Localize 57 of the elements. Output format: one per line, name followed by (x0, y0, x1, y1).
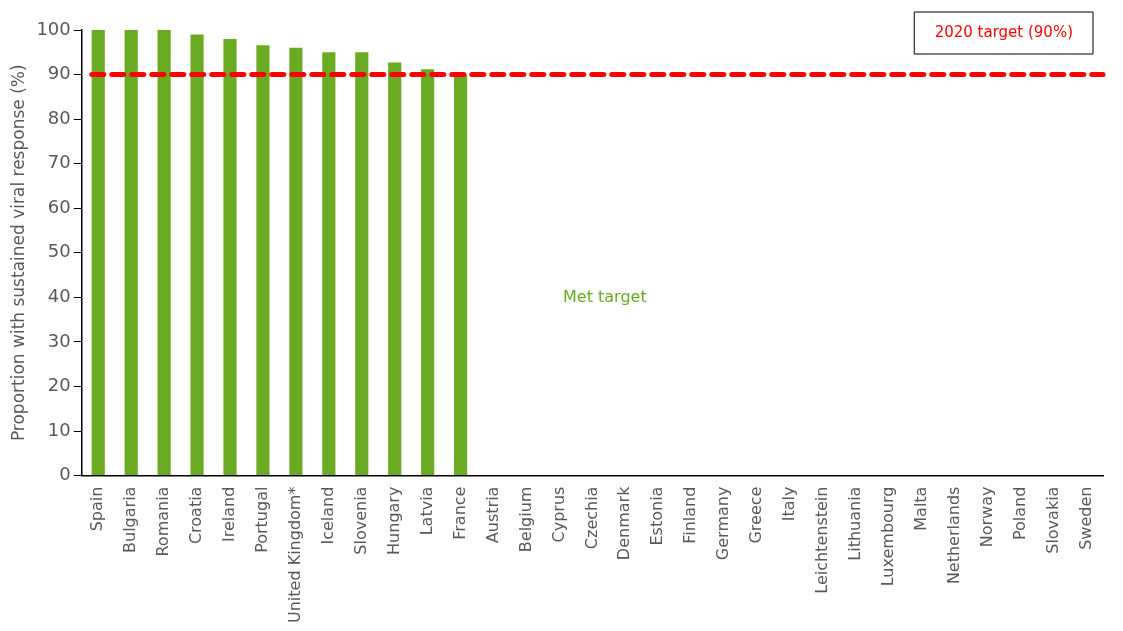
x-tick-label: Latvia (416, 486, 436, 536)
bar (91, 30, 105, 476)
bar (454, 74, 468, 476)
annotation: Met target (563, 286, 647, 306)
y-tick-label: 20 (47, 374, 71, 396)
x-tick-label: Germany (713, 486, 733, 561)
y-tick-label: 60 (47, 195, 71, 217)
x-tick-label: Slovakia (1042, 486, 1062, 554)
bar (289, 47, 303, 476)
x-tick-label: Malta (910, 486, 930, 531)
x-tick-label: Sweden (1075, 486, 1095, 550)
x-tick-label: Estonia (647, 486, 667, 546)
bar (355, 52, 369, 476)
bar (190, 34, 204, 476)
y-tick-label: 10 (47, 418, 71, 440)
x-tick-label: Spain (87, 486, 107, 532)
x-tick-label: Poland (1009, 486, 1029, 540)
x-tick-label: Ireland (219, 486, 239, 542)
x-tick-label: Slovenia (350, 486, 370, 555)
x-tick-label: Denmark (614, 485, 634, 561)
bar (223, 38, 237, 476)
bar (388, 62, 402, 476)
bar (421, 69, 435, 476)
x-tick-label: France (449, 486, 469, 540)
x-tick-label: Portugal (252, 486, 272, 553)
x-tick-label: Belgium (515, 486, 535, 553)
x-tick-label: Norway (976, 486, 996, 548)
x-tick-label: Netherlands (943, 486, 963, 585)
x-tick-label: Bulgaria (120, 486, 140, 553)
bar (322, 52, 336, 476)
x-tick-label: Luxembourg (878, 486, 898, 587)
x-tick-label: Iceland (317, 486, 337, 545)
y-tick-label: 0 (59, 463, 71, 485)
bar (157, 30, 171, 476)
bar (256, 45, 270, 476)
x-tick-label: Hungary (383, 486, 403, 555)
x-tick-label: Leichtenstein (812, 486, 832, 594)
x-tick-label: United Kingdom* (285, 486, 305, 623)
y-tick-label: 70 (47, 151, 71, 173)
y-tick-label: 100 (36, 17, 71, 39)
ref-line-label: 2020 target (90%) (934, 22, 1074, 41)
bar (124, 30, 138, 476)
y-tick-label: 80 (47, 106, 71, 128)
x-tick-label: Lithuania (845, 486, 865, 561)
y-tick-label: 50 (47, 240, 71, 262)
y-tick-label: 90 (47, 62, 71, 84)
x-tick-label: Greece (746, 486, 766, 544)
x-tick-label: Croatia (186, 486, 206, 545)
x-tick-label: Italy (779, 486, 799, 522)
x-tick-label: Finland (680, 486, 700, 544)
y-tick-label: 40 (47, 285, 71, 307)
y-axis-title: Proportion with sustained viral response (%) (7, 64, 28, 442)
x-tick-label: Czechia (581, 486, 601, 550)
y-tick-label: 30 (47, 329, 71, 351)
x-tick-label: Austria (482, 486, 502, 544)
x-tick-label: Romania (153, 486, 173, 557)
x-tick-label: Cyprus (548, 486, 568, 543)
